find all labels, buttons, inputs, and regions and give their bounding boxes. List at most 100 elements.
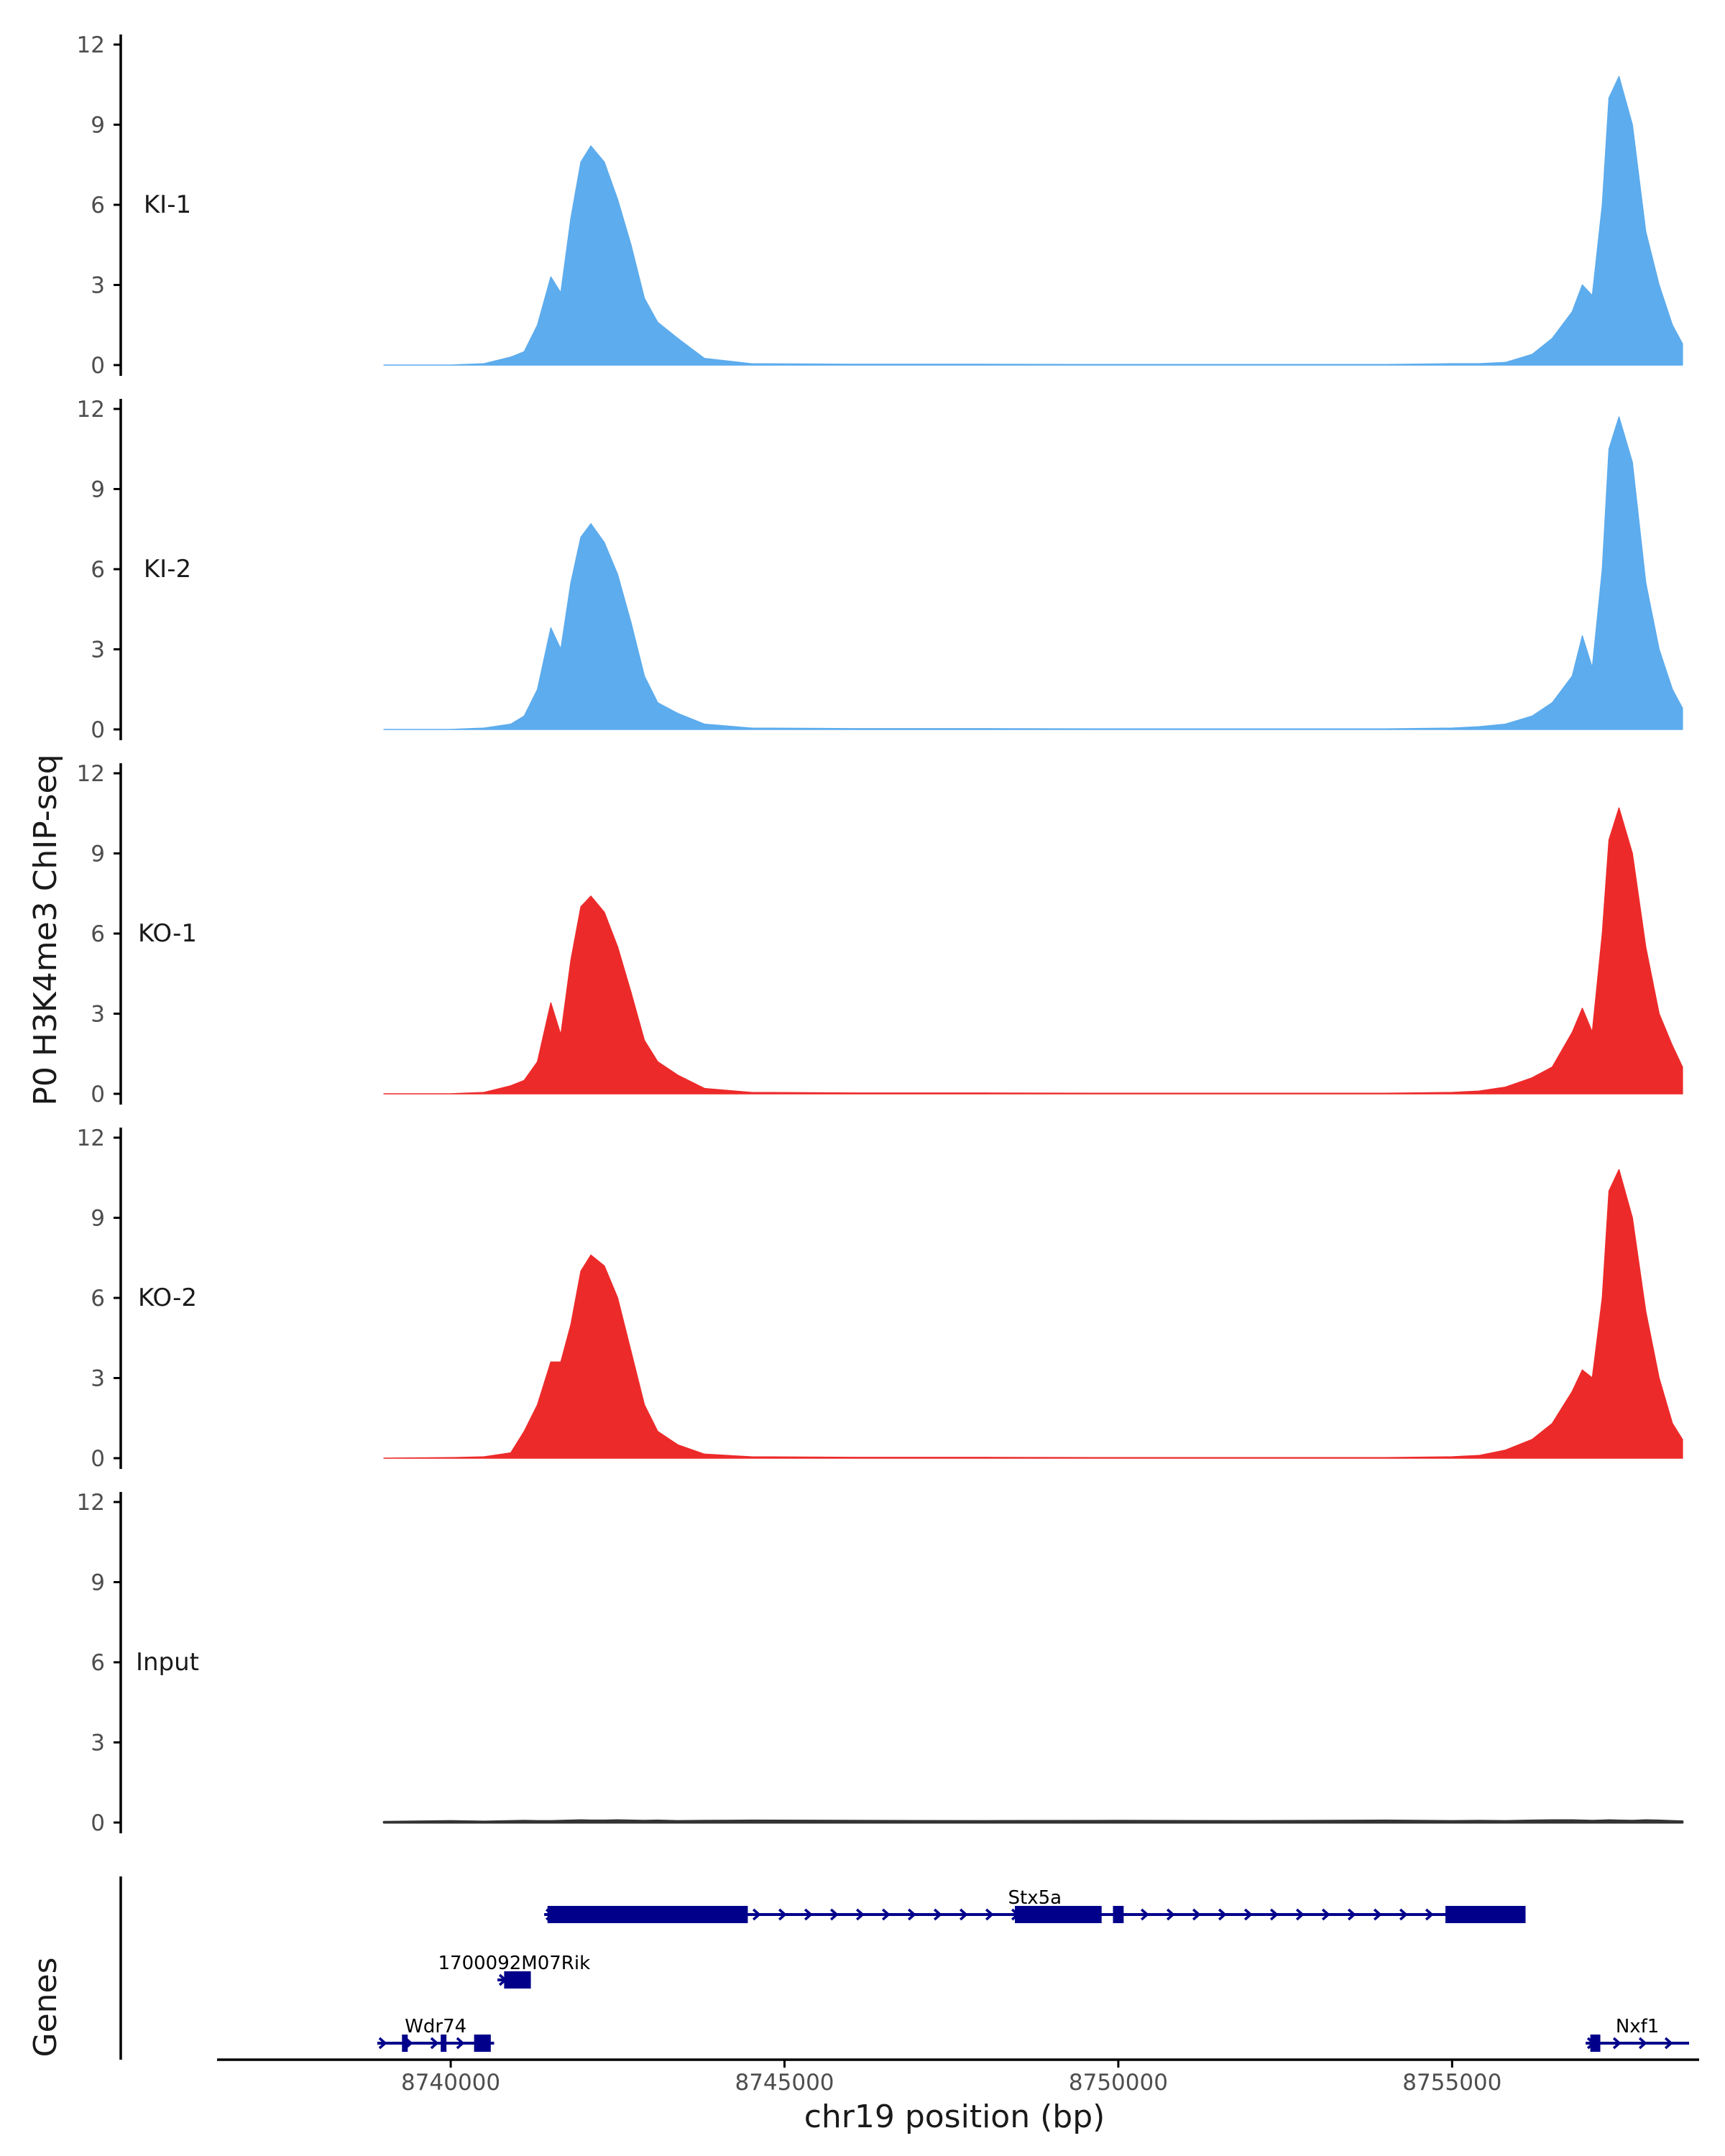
data-point <box>630 992 632 993</box>
data-point <box>643 675 645 677</box>
data-point <box>657 702 658 704</box>
data-point <box>383 729 385 730</box>
data-point <box>1608 839 1610 841</box>
data-point <box>1571 1820 1573 1821</box>
data-point <box>750 727 752 729</box>
y-tick-label: 9 <box>91 1206 105 1232</box>
data-point <box>1384 364 1386 366</box>
strand-arrow-icon <box>1243 1908 1253 1921</box>
gene-label: Stx5a <box>1008 1887 1062 1909</box>
data-point <box>1581 284 1583 286</box>
data-point <box>603 542 605 543</box>
data-point <box>1682 1820 1683 1823</box>
gene-exon <box>474 2035 491 2052</box>
coverage-area <box>383 416 1683 730</box>
data-point <box>677 1444 678 1446</box>
gene-exon <box>504 1971 531 1989</box>
data-point <box>1608 448 1610 450</box>
data-point <box>850 1457 852 1458</box>
data-point <box>1571 310 1573 313</box>
data-point <box>1532 1820 1533 1822</box>
gene-exon <box>1590 2035 1601 2052</box>
track-label: KI-1 <box>144 190 191 219</box>
strand-arrow-icon <box>959 1908 968 1921</box>
data-point <box>1251 1457 1253 1459</box>
data-point <box>1118 364 1119 366</box>
data-point <box>850 728 852 729</box>
y-tick-label: 6 <box>91 921 105 947</box>
data-point <box>383 364 385 366</box>
data-point <box>523 715 525 717</box>
data-point <box>603 161 605 163</box>
track-ki-2: 0 3 6 9 12 KI-2 <box>77 397 1683 743</box>
data-point <box>750 1820 752 1822</box>
data-point <box>984 1092 985 1094</box>
strand-arrow-icon <box>1425 1908 1434 1921</box>
data-point <box>1632 1820 1633 1822</box>
strand-arrow-icon <box>1612 2037 1622 2050</box>
y-tick-label: 3 <box>91 1002 105 1028</box>
y-tick-label: 12 <box>77 397 105 423</box>
y-axis-title: P0 H3K4me3 ChIP-seq <box>27 754 64 1105</box>
strand-arrow-icon <box>456 2037 465 2050</box>
strand-arrow-icon <box>855 1908 865 1921</box>
data-point <box>450 1093 451 1095</box>
data-point <box>560 1034 562 1036</box>
coverage-area <box>383 75 1683 366</box>
data-point <box>657 1431 658 1432</box>
data-point <box>1658 1820 1660 1822</box>
data-point <box>1571 1391 1573 1392</box>
y-tick-label: 3 <box>91 273 105 299</box>
data-point <box>1632 461 1633 464</box>
data-point <box>383 1457 385 1459</box>
data-point <box>510 723 512 725</box>
data-point <box>450 1457 451 1459</box>
data-point <box>580 536 581 538</box>
data-point <box>550 627 552 629</box>
x-tick-label: 8740000 <box>401 2070 500 2096</box>
data-point <box>1532 715 1533 717</box>
data-point <box>580 161 581 163</box>
data-point <box>1504 1086 1506 1088</box>
data-point <box>1551 1422 1553 1424</box>
strand-arrow-icon <box>933 1908 942 1921</box>
data-point <box>603 1820 605 1822</box>
data-point <box>617 1820 619 1821</box>
data-point <box>630 1350 632 1353</box>
data-point <box>617 198 619 201</box>
data-point <box>677 338 678 339</box>
strand-arrow-icon <box>430 2037 439 2050</box>
x-axis-title: chr19 position (bp) <box>804 2099 1105 2135</box>
strand-arrow-icon <box>752 1908 761 1921</box>
x-tick-label: 8755000 <box>1402 2070 1501 2096</box>
strand-arrow-icon <box>907 1908 916 1921</box>
strand-arrow-icon <box>1347 1908 1356 1921</box>
data-point <box>1672 1045 1673 1046</box>
track-input: 0 3 6 9 12 Input <box>77 1490 1684 1836</box>
data-point <box>1632 1217 1633 1219</box>
data-point <box>677 1820 678 1822</box>
gene-exon <box>441 2035 447 2052</box>
data-point <box>550 1820 552 1822</box>
data-point <box>570 581 572 584</box>
data-point <box>1478 363 1480 364</box>
data-point <box>1608 97 1610 99</box>
data-point <box>750 1456 752 1457</box>
data-point <box>523 1431 525 1432</box>
data-point <box>1618 807 1620 809</box>
gene-exon <box>547 1906 748 1923</box>
gene-exon <box>1014 1906 1102 1923</box>
strand-arrow-icon <box>1269 1908 1279 1921</box>
data-point <box>984 1820 985 1822</box>
data-point <box>1644 1310 1647 1312</box>
data-point <box>483 363 485 364</box>
data-point <box>580 906 581 908</box>
data-point <box>704 357 705 359</box>
gene-exon <box>1113 1906 1124 1923</box>
data-point <box>383 1821 385 1823</box>
strand-arrow-icon <box>1373 1908 1382 1921</box>
data-point <box>657 1061 658 1063</box>
y-tick-label: 6 <box>91 557 105 583</box>
data-point <box>383 1093 385 1095</box>
coverage-tracks: 0 3 6 9 12 KI-1 0 3 6 9 12 KI-2 0 3 6 9 12 KO-1 0 3 6 9 12 KO-2… <box>77 32 1684 1836</box>
